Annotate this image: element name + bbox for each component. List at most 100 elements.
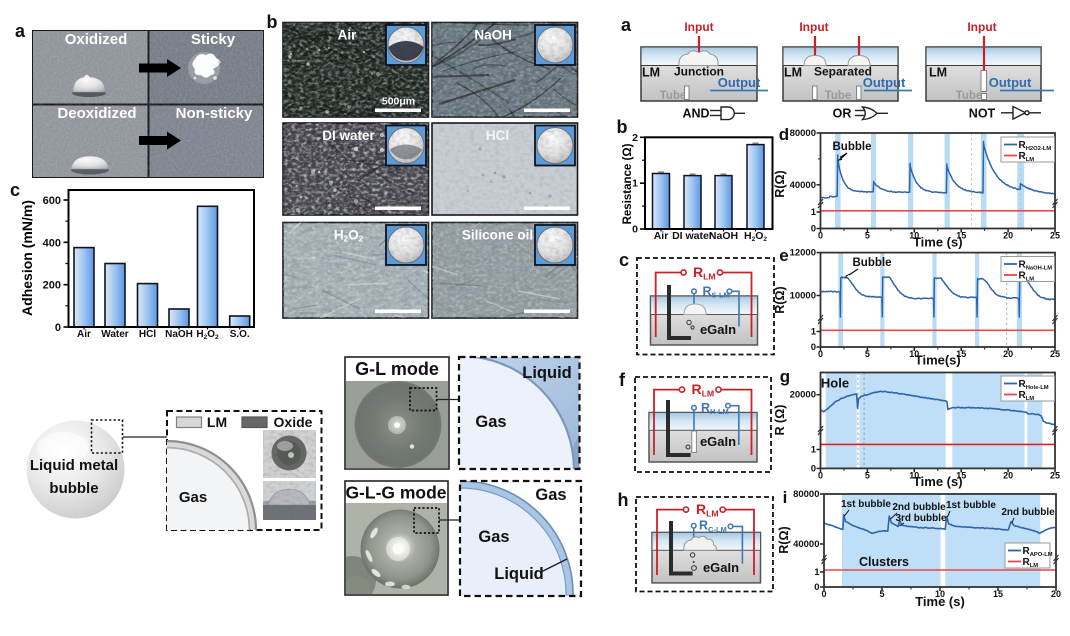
svg-text:DI water: DI water — [322, 128, 375, 143]
svg-text:c: c — [10, 180, 20, 200]
svg-text:2: 2 — [632, 132, 638, 144]
svg-text:RLM: RLM — [1023, 557, 1039, 569]
svg-text:Time (s): Time (s) — [913, 474, 963, 489]
svg-text:Separated: Separated — [814, 65, 872, 79]
svg-text:25: 25 — [1050, 231, 1060, 241]
svg-text:1: 1 — [814, 567, 820, 578]
svg-text:a: a — [15, 21, 26, 41]
svg-text:Time (s): Time (s) — [915, 594, 965, 609]
svg-text:40000: 40000 — [793, 539, 819, 550]
svg-text:0: 0 — [811, 463, 816, 474]
svg-text:5: 5 — [865, 349, 870, 359]
svg-text:i: i — [783, 488, 788, 507]
svg-text:R(Ω): R(Ω) — [777, 526, 791, 553]
svg-text:RLM: RLM — [1019, 151, 1035, 163]
svg-text:Sticky: Sticky — [191, 31, 236, 48]
svg-text:eGaIn: eGaIn — [703, 560, 739, 575]
svg-text:b: b — [617, 117, 628, 137]
svg-text:Gas: Gas — [179, 489, 207, 506]
svg-text:80000: 80000 — [793, 489, 819, 500]
svg-text:Liquid metal: Liquid metal — [30, 457, 118, 474]
svg-text:1st bubble: 1st bubble — [946, 500, 996, 511]
svg-text:Time(s): Time(s) — [915, 353, 961, 368]
svg-text:5: 5 — [879, 589, 884, 599]
svg-text:200: 200 — [43, 280, 61, 292]
svg-text:Air: Air — [338, 28, 358, 43]
svg-text:g: g — [780, 367, 790, 386]
svg-text:Output: Output — [989, 75, 1032, 90]
svg-text:NOT: NOT — [969, 107, 996, 121]
svg-text:R(Ω): R(Ω) — [773, 170, 787, 197]
svg-text:Deoxidized: Deoxidized — [57, 105, 136, 122]
svg-text:20: 20 — [1051, 589, 1061, 599]
svg-text:Non-sticky: Non-sticky — [176, 105, 253, 122]
svg-text:15: 15 — [956, 349, 966, 359]
svg-text:1st bubble: 1st bubble — [841, 499, 891, 510]
svg-text:eGaIn: eGaIn — [700, 434, 736, 449]
svg-text:600: 600 — [43, 195, 61, 207]
svg-text:Gas: Gas — [475, 413, 506, 431]
svg-text:10: 10 — [935, 589, 945, 599]
svg-text:H2O2: H2O2 — [334, 228, 364, 244]
svg-text:R(Ω): R(Ω) — [773, 286, 787, 313]
svg-text:NaOH: NaOH — [709, 230, 738, 242]
svg-text:15: 15 — [956, 231, 966, 241]
svg-text:3rd bubble: 3rd bubble — [895, 513, 947, 524]
svg-text:Bubble: Bubble — [833, 141, 872, 153]
svg-text:1: 1 — [811, 445, 817, 456]
svg-text:Gas: Gas — [535, 486, 566, 504]
svg-text:bubble: bubble — [49, 480, 98, 497]
svg-text:1: 1 — [632, 178, 638, 190]
svg-text:AND: AND — [682, 107, 709, 121]
svg-text:2nd bubble: 2nd bubble — [892, 502, 946, 513]
svg-text:Air: Air — [77, 329, 91, 340]
svg-text:Air: Air — [654, 230, 669, 242]
svg-text:10: 10 — [909, 349, 919, 359]
svg-text:RAPO-LM: RAPO-LM — [1023, 546, 1053, 558]
svg-text:c: c — [619, 250, 629, 270]
svg-text:0: 0 — [55, 322, 61, 334]
svg-text:b: b — [267, 12, 278, 32]
svg-text:0: 0 — [818, 470, 823, 480]
svg-text:HCl: HCl — [486, 128, 509, 143]
svg-text:RNaOH-LM: RNaOH-LM — [1019, 260, 1053, 272]
svg-text:RLM: RLM — [1019, 271, 1035, 283]
svg-text:0: 0 — [821, 589, 826, 599]
svg-text:1: 1 — [811, 207, 817, 218]
svg-text:0: 0 — [818, 231, 823, 241]
svg-text:Liquid: Liquid — [522, 364, 571, 382]
svg-text:d: d — [779, 125, 789, 144]
svg-text:Bubble: Bubble — [853, 257, 892, 269]
svg-text:HCl: HCl — [139, 329, 156, 340]
svg-text:f: f — [619, 370, 626, 390]
svg-text:80000: 80000 — [790, 128, 816, 139]
svg-text:a: a — [621, 15, 632, 35]
svg-text:Clusters: Clusters — [859, 555, 909, 569]
svg-text:eGaIn: eGaIn — [700, 322, 736, 337]
svg-text:RH2O2-LM: RH2O2-LM — [1019, 140, 1052, 152]
svg-text:Junction: Junction — [674, 65, 724, 79]
svg-text:15: 15 — [956, 470, 966, 480]
svg-text:Oxidized: Oxidized — [65, 31, 128, 48]
svg-text:15: 15 — [993, 589, 1003, 599]
svg-text:LM: LM — [642, 66, 660, 80]
svg-text:40000: 40000 — [790, 180, 816, 191]
svg-text:Input: Input — [684, 20, 713, 34]
svg-text:1: 1 — [811, 327, 817, 338]
svg-text:Oxide: Oxide — [274, 414, 313, 430]
svg-text:25: 25 — [1050, 349, 1060, 359]
svg-text:Water: Water — [101, 329, 129, 340]
svg-text:DI water: DI water — [672, 230, 713, 242]
svg-text:LM: LM — [784, 66, 802, 80]
svg-text:0: 0 — [814, 582, 819, 593]
svg-text:H2O2: H2O2 — [744, 230, 767, 243]
svg-text:G-L-G mode: G-L-G mode — [345, 483, 446, 503]
svg-text:20: 20 — [1003, 349, 1013, 359]
svg-text:10000: 10000 — [790, 291, 816, 302]
svg-text:10: 10 — [909, 231, 919, 241]
svg-text:0: 0 — [811, 224, 816, 235]
svg-text:NaOH: NaOH — [165, 329, 193, 340]
svg-text:0: 0 — [818, 349, 823, 359]
svg-text:25: 25 — [1050, 470, 1060, 480]
svg-text:H2O2: H2O2 — [196, 329, 219, 341]
